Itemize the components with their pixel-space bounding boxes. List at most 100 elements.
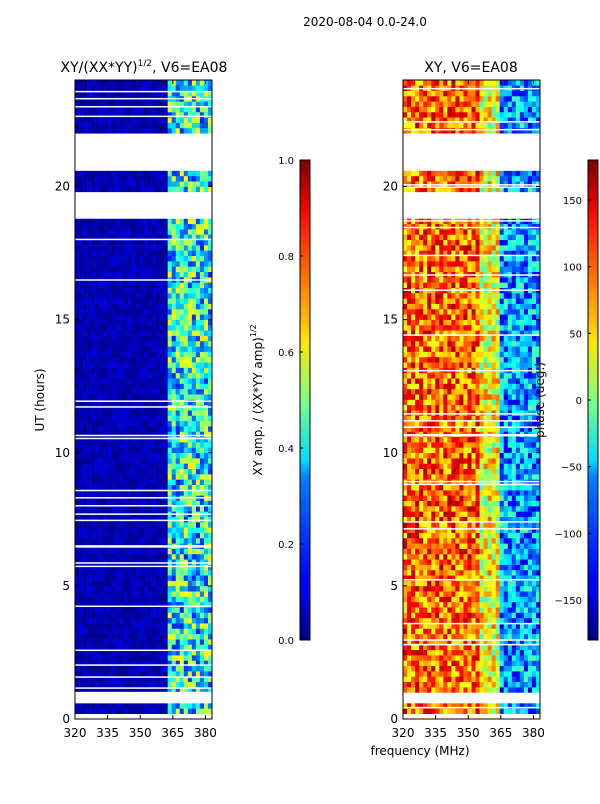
heatmap-cell [528,682,532,688]
heatmap-cell [115,250,119,256]
heatmap-cell [75,229,79,235]
heatmap-cell [172,128,176,134]
heatmap-cell [144,618,148,624]
flagged-row [75,497,212,499]
heatmap-cell [148,474,152,480]
heatmap-cell [79,357,83,363]
heatmap-cell [532,692,536,698]
heatmap-cell [152,506,156,512]
heatmap-cell [204,623,208,629]
heatmap-cell [423,613,427,619]
heatmap-cell [95,415,99,421]
heatmap-cell [160,698,164,704]
heatmap-cell [99,282,103,288]
heatmap-cell [75,671,79,677]
heatmap-cell [123,80,127,86]
heatmap-cell [127,298,131,304]
heatmap-cell [403,687,407,693]
heatmap-cell [103,703,107,709]
heatmap-cell [435,650,439,656]
heatmap-cell [504,714,508,720]
heatmap-cell [123,453,127,459]
heatmap-cell [79,309,83,315]
heatmap-cell [135,639,139,645]
heatmap-cell [196,85,200,91]
heatmap-cell [164,181,168,187]
heatmap-cell [180,703,184,709]
heatmap-cell [79,171,83,177]
heatmap-cell [139,341,143,347]
heatmap-cell [168,447,172,453]
heatmap-cell [107,415,111,421]
heatmap-cell [180,666,184,672]
heatmap-cell [192,352,196,358]
heatmap-cell [99,708,103,714]
heatmap-cell [184,357,188,363]
heatmap-cell [139,639,143,645]
heatmap-cell [95,192,99,198]
heatmap-cell [135,463,139,469]
heatmap-cell [184,458,188,464]
heatmap-cell [123,192,127,198]
heatmap-cell [148,591,152,597]
heatmap-cell [148,639,152,645]
heatmap-cell [152,293,156,299]
heatmap-cell [447,618,451,624]
heatmap-cell [184,341,188,347]
heatmap-cell [176,128,180,134]
heatmap-cell [139,517,143,523]
heatmap-cell [176,394,180,400]
heatmap-cell [176,171,180,177]
heatmap-cell [484,682,488,688]
heatmap-cell [156,192,160,198]
heatmap-cell [148,240,152,246]
heatmap-cell [180,117,184,123]
heatmap-cell [91,346,95,352]
heatmap-cell [200,213,204,219]
heatmap-cell [184,373,188,379]
heatmap-cell [435,676,439,682]
heatmap-cell [87,192,91,198]
heatmap-cell [103,293,107,299]
heatmap-cell [95,570,99,576]
heatmap-cell [164,341,168,347]
heatmap-cell [200,80,204,86]
heatmap-cell [200,384,204,390]
heatmap-cell [119,250,123,256]
heatmap-cell [135,336,139,342]
heatmap-cell [115,187,119,193]
heatmap-cell [131,586,135,592]
heatmap-cell [79,149,83,155]
heatmap-cell [455,650,459,656]
heatmap-cell [168,330,172,336]
heatmap-cell [407,666,411,672]
heatmap-cell [115,389,119,395]
heatmap-cell [99,559,103,565]
heatmap-cell [168,639,172,645]
heatmap-cell [135,208,139,214]
heatmap-cell [95,352,99,358]
heatmap-cell [103,607,107,613]
heatmap-cell [184,644,188,650]
heatmap-cell [83,698,87,704]
heatmap-cell [443,660,447,666]
heatmap-cell [99,149,103,155]
heatmap-cell [95,309,99,315]
heatmap-cell [111,607,115,613]
heatmap-cell [176,208,180,214]
heatmap-cell [119,256,123,262]
heatmap-cell [111,394,115,400]
heatmap-cell [115,165,119,171]
heatmap-cell [103,144,107,150]
heatmap-cell [139,266,143,272]
heatmap-cell [427,628,431,634]
heatmap-cell [119,202,123,208]
heatmap-cell [75,139,79,145]
heatmap-cell [176,527,180,533]
heatmap-cell [127,320,131,326]
heatmap-cell [79,128,83,134]
heatmap-cell [411,628,415,634]
heatmap-cell [115,229,119,235]
heatmap-cell [131,644,135,650]
heatmap-cell [83,453,87,459]
